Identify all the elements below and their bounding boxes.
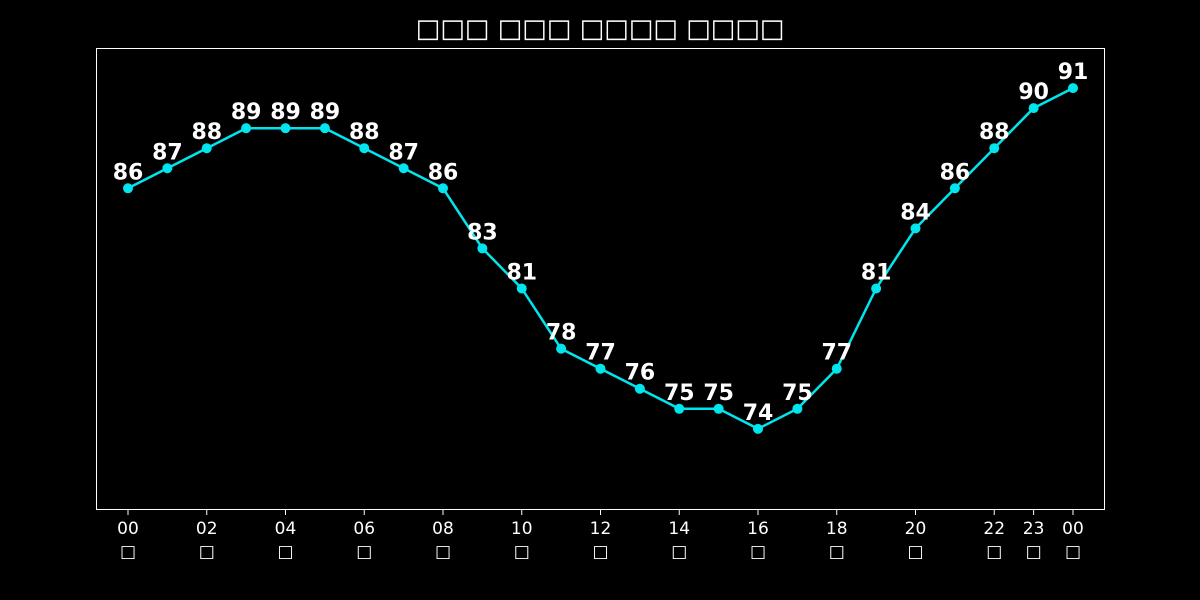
data-point [949, 183, 960, 194]
data-label: 88 [349, 120, 380, 145]
data-label: 77 [821, 341, 852, 366]
data-label: 88 [979, 120, 1010, 145]
x-tick-sublabel: □ [671, 542, 687, 562]
data-point [319, 123, 330, 134]
x-tick-label: 08 [432, 519, 454, 539]
data-point [359, 143, 370, 154]
data-point [201, 143, 212, 154]
data-label: 78 [546, 321, 577, 346]
x-tick-sublabel: □ [750, 542, 766, 562]
x-tick-label: 06 [353, 519, 375, 539]
x-tick-label: 22 [983, 519, 1005, 539]
data-point [989, 143, 1000, 154]
data-point [162, 163, 173, 174]
data-label: 81 [861, 261, 892, 286]
data-point [713, 403, 724, 414]
data-labels: 86 87 88 89 89 89 88 87 86 83 81 78 77 76 75 75 74 75 77 81… [113, 60, 1089, 426]
x-tick-label: 18 [826, 519, 848, 539]
data-point [674, 403, 685, 414]
data-point [831, 363, 842, 374]
data-points [123, 83, 1078, 434]
x-tick-sublabel: □ [592, 542, 608, 562]
data-point [556, 343, 567, 354]
x-tick-sublabel: □ [120, 542, 136, 562]
data-point [871, 283, 882, 294]
data-label: 91 [1058, 60, 1089, 85]
x-tick-label: 04 [275, 519, 297, 539]
x-tick-label: 00 [117, 519, 139, 539]
data-point [910, 223, 921, 234]
x-tick-label: 20 [905, 519, 927, 539]
x-tick-label: 02 [196, 519, 218, 539]
data-point [1028, 103, 1039, 114]
x-tick-sublabel: □ [1065, 542, 1081, 562]
data-label: 75 [782, 381, 813, 406]
x-tick-label: 14 [668, 519, 690, 539]
x-tick-label: 10 [511, 519, 533, 539]
data-point [438, 183, 448, 194]
x-tick-sublabel: □ [514, 542, 530, 562]
x-tick-label: 16 [747, 519, 769, 539]
data-label: 87 [152, 140, 183, 165]
data-label: 83 [467, 220, 498, 245]
data-point [792, 403, 803, 414]
data-label: 89 [231, 100, 262, 125]
x-tick-label: 12 [590, 519, 612, 539]
data-point [477, 243, 488, 254]
x-axis: 00 □ 02 □ 04 □ 06 □ 08 □ 10 □ 12 □ 14 □ 16 □ 18 □ 20 □ 22 □ 23 □ 0… [117, 510, 1084, 562]
data-label: 86 [428, 160, 459, 185]
data-point [595, 363, 606, 374]
series-line [127, 86, 1074, 431]
data-label: 75 [664, 381, 695, 406]
data-label: 87 [388, 140, 419, 165]
data-point [123, 183, 133, 194]
data-point [280, 123, 291, 134]
data-point [634, 383, 645, 394]
data-point [398, 163, 409, 174]
data-label: 76 [625, 361, 656, 386]
x-tick-sublabel: □ [986, 542, 1002, 562]
data-point [753, 423, 763, 434]
x-tick-label: 00 [1062, 519, 1084, 539]
data-label: 86 [940, 160, 971, 185]
data-label: 86 [113, 160, 144, 185]
data-label: 75 [703, 381, 734, 406]
x-tick-sublabel: □ [1026, 542, 1042, 562]
chart-title: □□□ □□□ □□□□ □□□□ [415, 14, 785, 44]
x-tick-sublabel: □ [435, 542, 451, 562]
x-tick-sublabel: □ [829, 542, 845, 562]
x-tick-sublabel: □ [277, 542, 293, 562]
data-point [241, 123, 252, 134]
data-point [1068, 83, 1078, 94]
plot-frame [96, 48, 1105, 510]
x-tick-sublabel: □ [199, 542, 215, 562]
x-tick-sublabel: □ [356, 542, 372, 562]
data-label: 74 [743, 401, 774, 426]
data-label: 90 [1018, 80, 1049, 105]
data-label: 89 [310, 100, 341, 125]
data-point [516, 283, 527, 294]
data-label: 81 [506, 261, 537, 286]
data-label: 84 [900, 200, 931, 225]
data-label: 89 [270, 100, 301, 125]
data-label: 77 [585, 341, 616, 366]
x-tick-label: 23 [1023, 519, 1045, 539]
data-label: 88 [191, 120, 222, 145]
x-tick-sublabel: □ [907, 542, 923, 562]
